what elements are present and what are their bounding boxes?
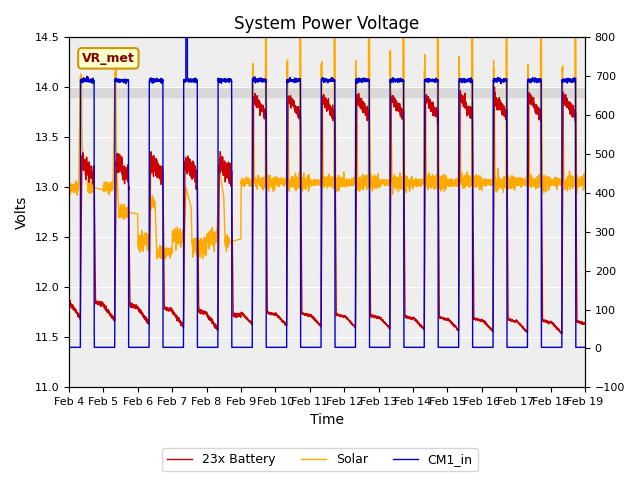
CM1_in <box>442 345 450 350</box>
Solar <box>443 180 451 186</box>
CM1_in <box>472 345 479 350</box>
Solar <box>65 186 73 192</box>
CM1_in <box>308 345 316 350</box>
23x Battery <box>581 320 589 326</box>
CM1_in <box>580 345 588 350</box>
Solar <box>472 181 479 187</box>
Line: CM1_in: CM1_in <box>69 0 585 348</box>
CM1_in <box>414 345 422 350</box>
X-axis label: Time: Time <box>310 413 344 427</box>
23x Battery <box>472 317 479 323</box>
Bar <box>69 87 585 97</box>
23x Battery <box>580 321 588 326</box>
Y-axis label: Volts: Volts <box>15 196 29 229</box>
Solar <box>580 179 588 185</box>
23x Battery <box>442 317 450 323</box>
23x Battery <box>491 84 499 90</box>
Solar <box>160 256 168 262</box>
CM1_in <box>65 345 73 350</box>
23x Battery <box>158 171 166 177</box>
Line: 23x Battery: 23x Battery <box>69 87 585 334</box>
CM1_in <box>158 76 166 82</box>
23x Battery <box>308 313 316 319</box>
Legend: 23x Battery, Solar, CM1_in: 23x Battery, Solar, CM1_in <box>163 448 477 471</box>
Text: VR_met: VR_met <box>82 52 135 65</box>
Solar <box>158 251 166 256</box>
23x Battery <box>65 299 73 305</box>
Title: System Power Voltage: System Power Voltage <box>234 15 420 33</box>
Solar <box>414 177 422 182</box>
23x Battery <box>558 331 566 336</box>
Line: Solar: Solar <box>69 0 585 259</box>
CM1_in <box>581 345 589 350</box>
23x Battery <box>414 319 422 325</box>
Solar <box>581 178 589 184</box>
Solar <box>308 183 316 189</box>
